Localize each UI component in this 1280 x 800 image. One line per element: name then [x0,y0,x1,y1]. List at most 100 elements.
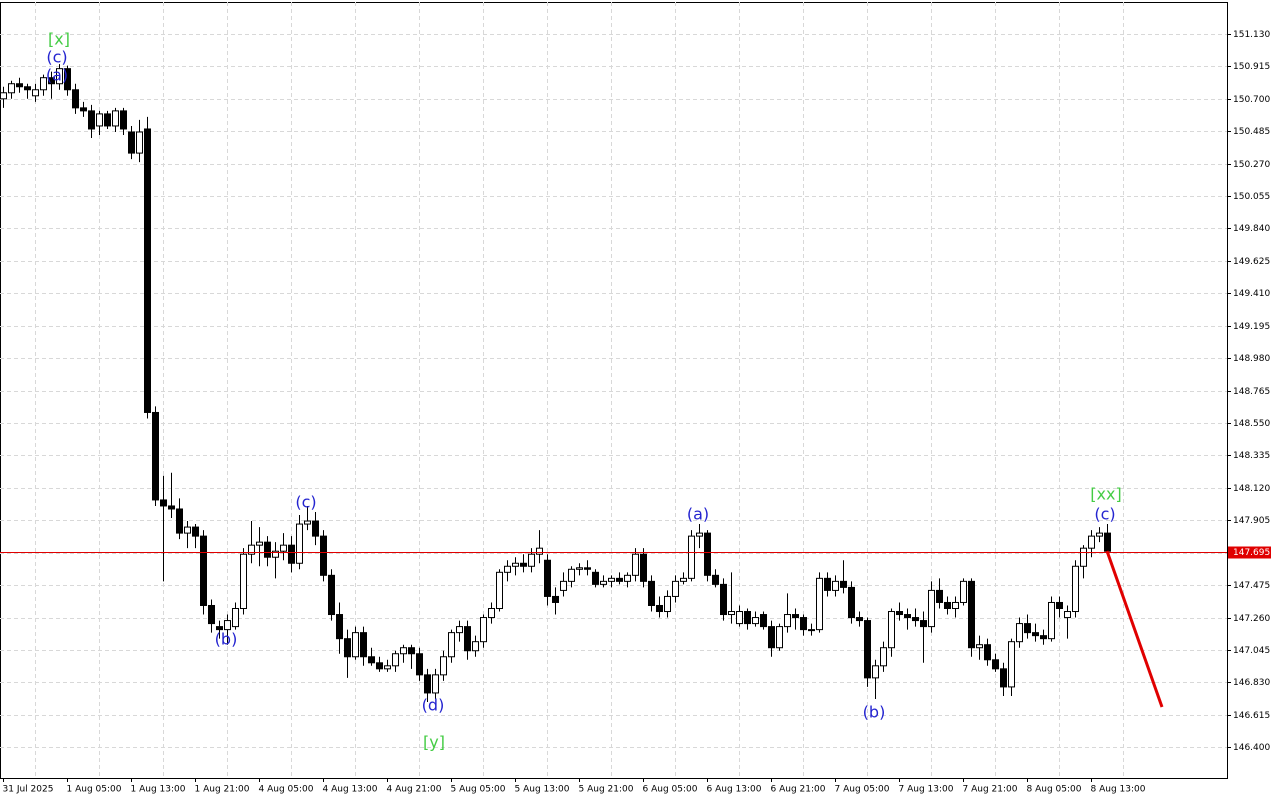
candle-body [984,644,991,661]
candle-body [224,620,231,631]
candle-body [456,626,463,634]
y-tick-label: 148.550 [1233,419,1270,429]
candle-body [1096,532,1103,537]
candle-body [936,589,943,603]
candle-body [952,601,959,610]
candle-body [1088,535,1095,549]
candle-body [760,614,767,628]
candle-body [248,544,255,555]
candle-body [368,656,375,664]
candle-body [136,131,143,154]
y-tick-label: 146.830 [1233,678,1270,688]
projection-line [1105,550,1164,708]
x-tick-label: 5 Aug 13:00 [515,785,570,795]
candle-body [640,553,647,582]
candle-body [488,608,495,619]
candle-body [192,526,199,537]
candle-body [992,659,999,670]
candle-body [832,580,839,591]
x-tick-label: 5 Aug 05:00 [451,785,506,795]
candle-body [536,547,543,555]
candle-body [848,586,855,619]
y-tick-label: 150.700 [1233,95,1270,105]
candle-body [120,110,127,130]
candle-body [1024,623,1031,634]
y-tick-label: 150.485 [1233,127,1270,137]
candle-body [1000,668,1007,688]
candle-body [792,614,799,619]
candle-body [0,92,7,100]
candle-body [928,589,935,628]
candle-body [312,520,319,537]
candle-body [784,614,791,628]
wave-label: (c) [1094,505,1115,524]
candle-body [168,505,175,510]
candle-body [976,644,983,649]
y-tick-label: 146.615 [1233,711,1270,721]
candle-body [160,499,167,507]
candle-body [232,608,239,628]
candle-body [824,577,831,591]
candle-body [184,526,191,534]
candle-body [840,580,847,588]
wave-label: [y] [423,733,445,752]
candle-body [720,583,727,616]
candle-body [240,553,247,610]
candle-body [360,632,367,658]
candle-body [96,113,103,127]
candle-body [384,665,391,670]
candle-body [744,611,751,625]
candle-body [864,620,871,679]
candle-body [264,541,271,558]
candle-body [424,674,431,694]
candle-body [960,580,967,603]
candle-body [304,520,311,525]
x-tick-label: 1 Aug 13:00 [131,785,186,795]
x-tick-label: 4 Aug 21:00 [387,785,442,795]
x-tick-label: 7 Aug 13:00 [899,785,954,795]
candle-body [32,89,39,97]
candle-body [576,567,583,570]
candle-body [464,626,471,652]
candle-body [736,611,743,625]
candle-body [888,611,895,649]
candle-body [1016,623,1023,643]
candle-body [1080,547,1087,567]
candle-body [1072,565,1079,613]
y-tick-label: 150.915 [1233,62,1270,72]
candle-body [616,577,623,582]
x-tick-label: 8 Aug 13:00 [1091,785,1146,795]
candle-body [112,110,119,127]
candle-body [584,567,591,570]
candle-body [608,577,615,582]
candle-body [208,604,215,625]
candle-body [808,629,815,632]
candle-body [512,562,519,567]
candle-body [552,595,559,603]
candle-body [712,574,719,585]
candle-body [376,662,383,670]
x-tick-label: 4 Aug 13:00 [323,785,378,795]
candle-body [520,562,527,567]
wave-label: (b) [215,630,238,649]
candle-body [880,647,887,667]
y-tick-label: 150.055 [1233,192,1270,202]
candle-body [592,571,599,585]
wave-label: (b) [863,703,886,722]
wave-label: (c) [46,48,67,67]
current-price-label: 147.695 [1233,548,1270,558]
candles [0,64,1111,702]
y-tick-label: 147.260 [1233,614,1270,624]
candle-body [432,674,439,694]
y-tick-label: 151.130 [1233,30,1270,40]
candle-body [448,632,455,658]
candle-body [24,86,31,91]
y-tick-label: 148.765 [1233,387,1270,397]
x-tick-label: 6 Aug 13:00 [707,785,762,795]
candle-body [72,89,79,109]
candle-body [728,611,735,616]
x-tick-label: 31 Jul 2025 [3,785,54,795]
x-tick-label: 7 Aug 21:00 [963,785,1018,795]
candle-body [408,647,415,655]
